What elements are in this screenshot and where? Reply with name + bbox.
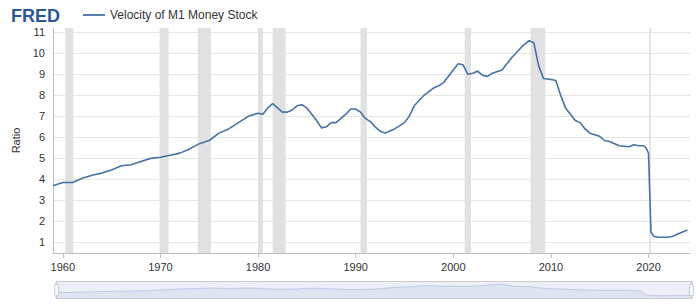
svg-text:11: 11 — [34, 26, 45, 38]
svg-text:1980: 1980 — [246, 261, 270, 273]
svg-text:8: 8 — [39, 89, 45, 101]
svg-text:FRED: FRED — [11, 6, 60, 26]
svg-text:3: 3 — [39, 194, 45, 206]
svg-text:2010: 2010 — [539, 261, 563, 273]
svg-text:1970: 1970 — [148, 261, 172, 273]
svg-text:2020: 2020 — [636, 261, 660, 273]
svg-text:Ratio: Ratio — [10, 128, 22, 154]
svg-text:4: 4 — [39, 173, 45, 185]
svg-text:9: 9 — [39, 68, 45, 80]
svg-text:1960: 1960 — [51, 261, 75, 273]
svg-text:10: 10 — [33, 47, 45, 59]
svg-text:2000: 2000 — [441, 261, 465, 273]
svg-text:6: 6 — [39, 131, 45, 143]
svg-text:1: 1 — [39, 236, 45, 248]
svg-text:Velocity of M1 Money Stock: Velocity of M1 Money Stock — [110, 8, 258, 22]
svg-text:1990: 1990 — [343, 261, 367, 273]
svg-text:7: 7 — [39, 110, 45, 122]
svg-text:5: 5 — [39, 152, 45, 164]
svg-text:2: 2 — [39, 215, 45, 227]
